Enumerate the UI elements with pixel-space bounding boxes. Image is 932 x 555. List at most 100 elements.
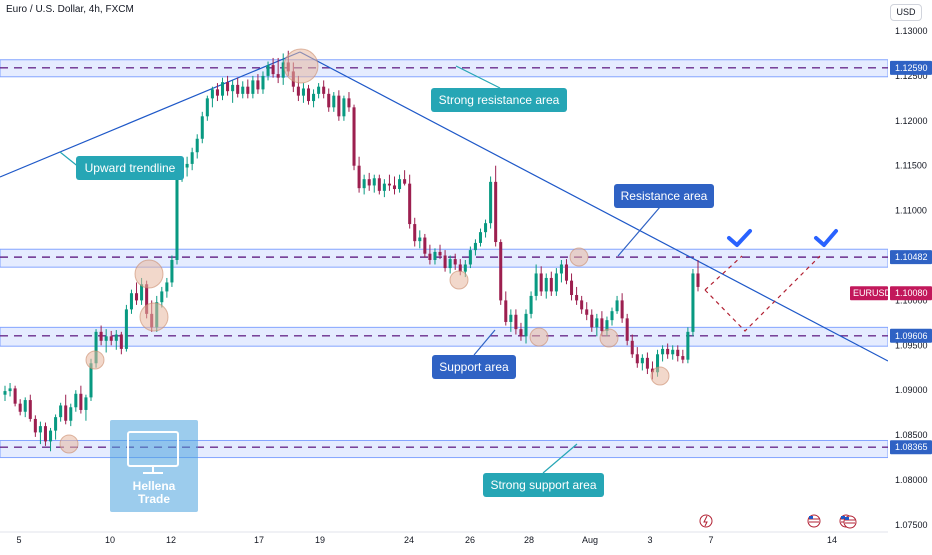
- candle: [18, 399, 22, 416]
- candle-body: [160, 291, 164, 303]
- candle-body: [347, 98, 351, 108]
- candle-body: [509, 314, 513, 322]
- level-price-label: 1.10482: [895, 252, 928, 262]
- candle-body: [433, 251, 437, 260]
- candle-body: [94, 331, 98, 364]
- y-tick-label: 1.11000: [895, 206, 927, 216]
- candle-body: [443, 255, 447, 269]
- candle-body: [595, 318, 599, 328]
- candle-body: [570, 280, 574, 296]
- candle: [215, 83, 219, 102]
- upward-trendline: [0, 51, 301, 178]
- level-price-tag: [890, 60, 932, 75]
- candle: [210, 86, 214, 108]
- y-tick-label: 1.08000: [895, 475, 928, 485]
- touch-marker: [599, 328, 619, 348]
- candle: [195, 134, 199, 159]
- candle-body: [231, 84, 235, 92]
- candle-body: [403, 179, 407, 184]
- candle-body: [438, 251, 442, 256]
- candle: [514, 309, 518, 335]
- label-strong-support-bg: [483, 473, 604, 497]
- candle: [312, 89, 316, 108]
- candle-body: [301, 88, 305, 96]
- candle-body: [281, 62, 285, 78]
- candle: [337, 90, 341, 121]
- candle-body: [54, 417, 58, 431]
- level-price-label: 1.12590: [895, 63, 928, 73]
- candle-body: [175, 170, 179, 260]
- candle-body: [559, 264, 563, 274]
- candle-body: [428, 253, 432, 260]
- candle: [428, 244, 432, 265]
- candle-body: [357, 165, 361, 189]
- label-strong-resistance: Strong resistance area: [431, 88, 567, 112]
- label-support-connector: [473, 329, 496, 356]
- candle-body: [691, 273, 695, 332]
- candle-body: [640, 357, 644, 364]
- currency-button[interactable]: USD: [890, 4, 922, 21]
- candle-body: [686, 331, 690, 360]
- y-tick-label: 1.10000: [895, 295, 928, 305]
- candle-body: [215, 89, 219, 96]
- candle-body: [327, 93, 331, 108]
- candle: [160, 286, 164, 308]
- candle-body: [620, 300, 624, 319]
- candle-body: [205, 98, 209, 117]
- candle-body: [590, 314, 594, 328]
- candle: [549, 271, 553, 296]
- candle-body: [226, 82, 230, 92]
- candle-body: [585, 309, 589, 315]
- x-tick-label: 14: [827, 535, 837, 545]
- candle: [630, 334, 634, 358]
- x-tick-label: 19: [315, 535, 325, 545]
- candle-body: [185, 163, 189, 168]
- candle-body: [630, 340, 634, 355]
- label-strong-resistance-connector: [455, 65, 501, 89]
- touch-marker: [283, 48, 319, 84]
- label-resistance: Resistance area: [614, 184, 714, 208]
- watermark-text-1: Hellena: [133, 479, 176, 493]
- y-tick-label: 1.09000: [895, 385, 928, 395]
- candle: [301, 83, 305, 103]
- level-price-label: 1.09606: [895, 331, 928, 341]
- x-tick-label: 7: [708, 535, 713, 545]
- flag-canton: [809, 516, 813, 519]
- candle: [251, 75, 255, 99]
- candle: [367, 172, 371, 191]
- candle: [392, 176, 397, 195]
- level-price-tag: [890, 328, 932, 343]
- candle: [165, 277, 169, 298]
- candle-body: [494, 181, 498, 243]
- touch-marker: [529, 327, 549, 347]
- candle: [382, 179, 386, 198]
- touch-marker: [449, 270, 469, 290]
- y-tick-label: 1.13000: [895, 26, 928, 36]
- candle-body: [190, 152, 194, 164]
- candle: [387, 174, 391, 191]
- level-price-label: 1.08365: [895, 442, 928, 452]
- candle-body: [251, 80, 255, 94]
- candle: [413, 217, 417, 247]
- candle: [49, 427, 53, 452]
- candle-body: [261, 75, 265, 90]
- candle: [448, 255, 452, 274]
- candle-body: [89, 363, 93, 398]
- candle-body: [306, 88, 311, 102]
- candle: [119, 331, 123, 355]
- candle-body: [210, 89, 214, 99]
- candle: [104, 329, 108, 353]
- candle: [666, 343, 670, 359]
- candle: [590, 309, 594, 332]
- candle: [559, 259, 563, 283]
- x-tick-label: 24: [404, 535, 414, 545]
- touch-marker: [569, 247, 589, 267]
- candle-body: [504, 300, 508, 322]
- touch-marker: [134, 259, 164, 289]
- candle: [635, 347, 639, 368]
- candle-body: [666, 348, 670, 355]
- candle-body: [656, 354, 660, 373]
- label-strong-support-connector: [542, 443, 578, 474]
- y-tick-label: 1.08500: [895, 430, 928, 440]
